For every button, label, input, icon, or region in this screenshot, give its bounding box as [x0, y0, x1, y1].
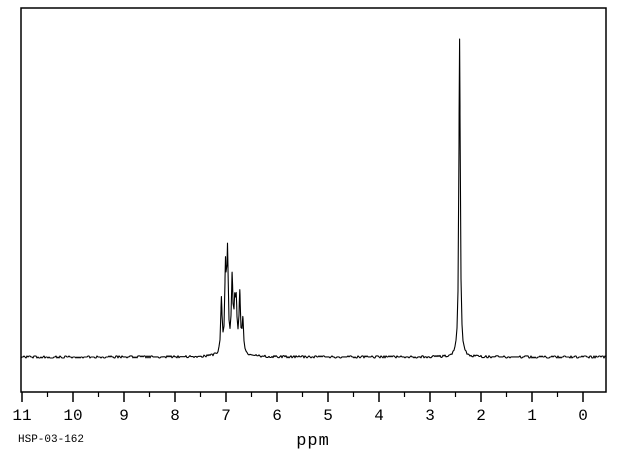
plot-border: [20, 7, 607, 393]
x-axis-tick-label: 1: [527, 407, 537, 425]
x-axis-tick-label: 7: [221, 407, 231, 425]
spectrum-trace: [20, 38, 607, 359]
spectrum-id-label: HSP-03-162: [18, 434, 85, 446]
x-axis-tick-label: 0: [578, 407, 588, 425]
x-axis-tick-label: 4: [374, 407, 384, 425]
x-axis-tick-label: 10: [63, 407, 82, 425]
x-axis-tick-label: 5: [323, 407, 333, 425]
x-axis-tick-label: 6: [272, 407, 282, 425]
x-axis-tick-label: 2: [476, 407, 486, 425]
x-axis-tick-label: 9: [119, 407, 129, 425]
x-axis-tick-label: 11: [12, 407, 31, 425]
x-axis-label: ppm: [296, 432, 330, 451]
x-axis-tick-label: 3: [425, 407, 435, 425]
x-axis-tick-label: 8: [170, 407, 180, 425]
